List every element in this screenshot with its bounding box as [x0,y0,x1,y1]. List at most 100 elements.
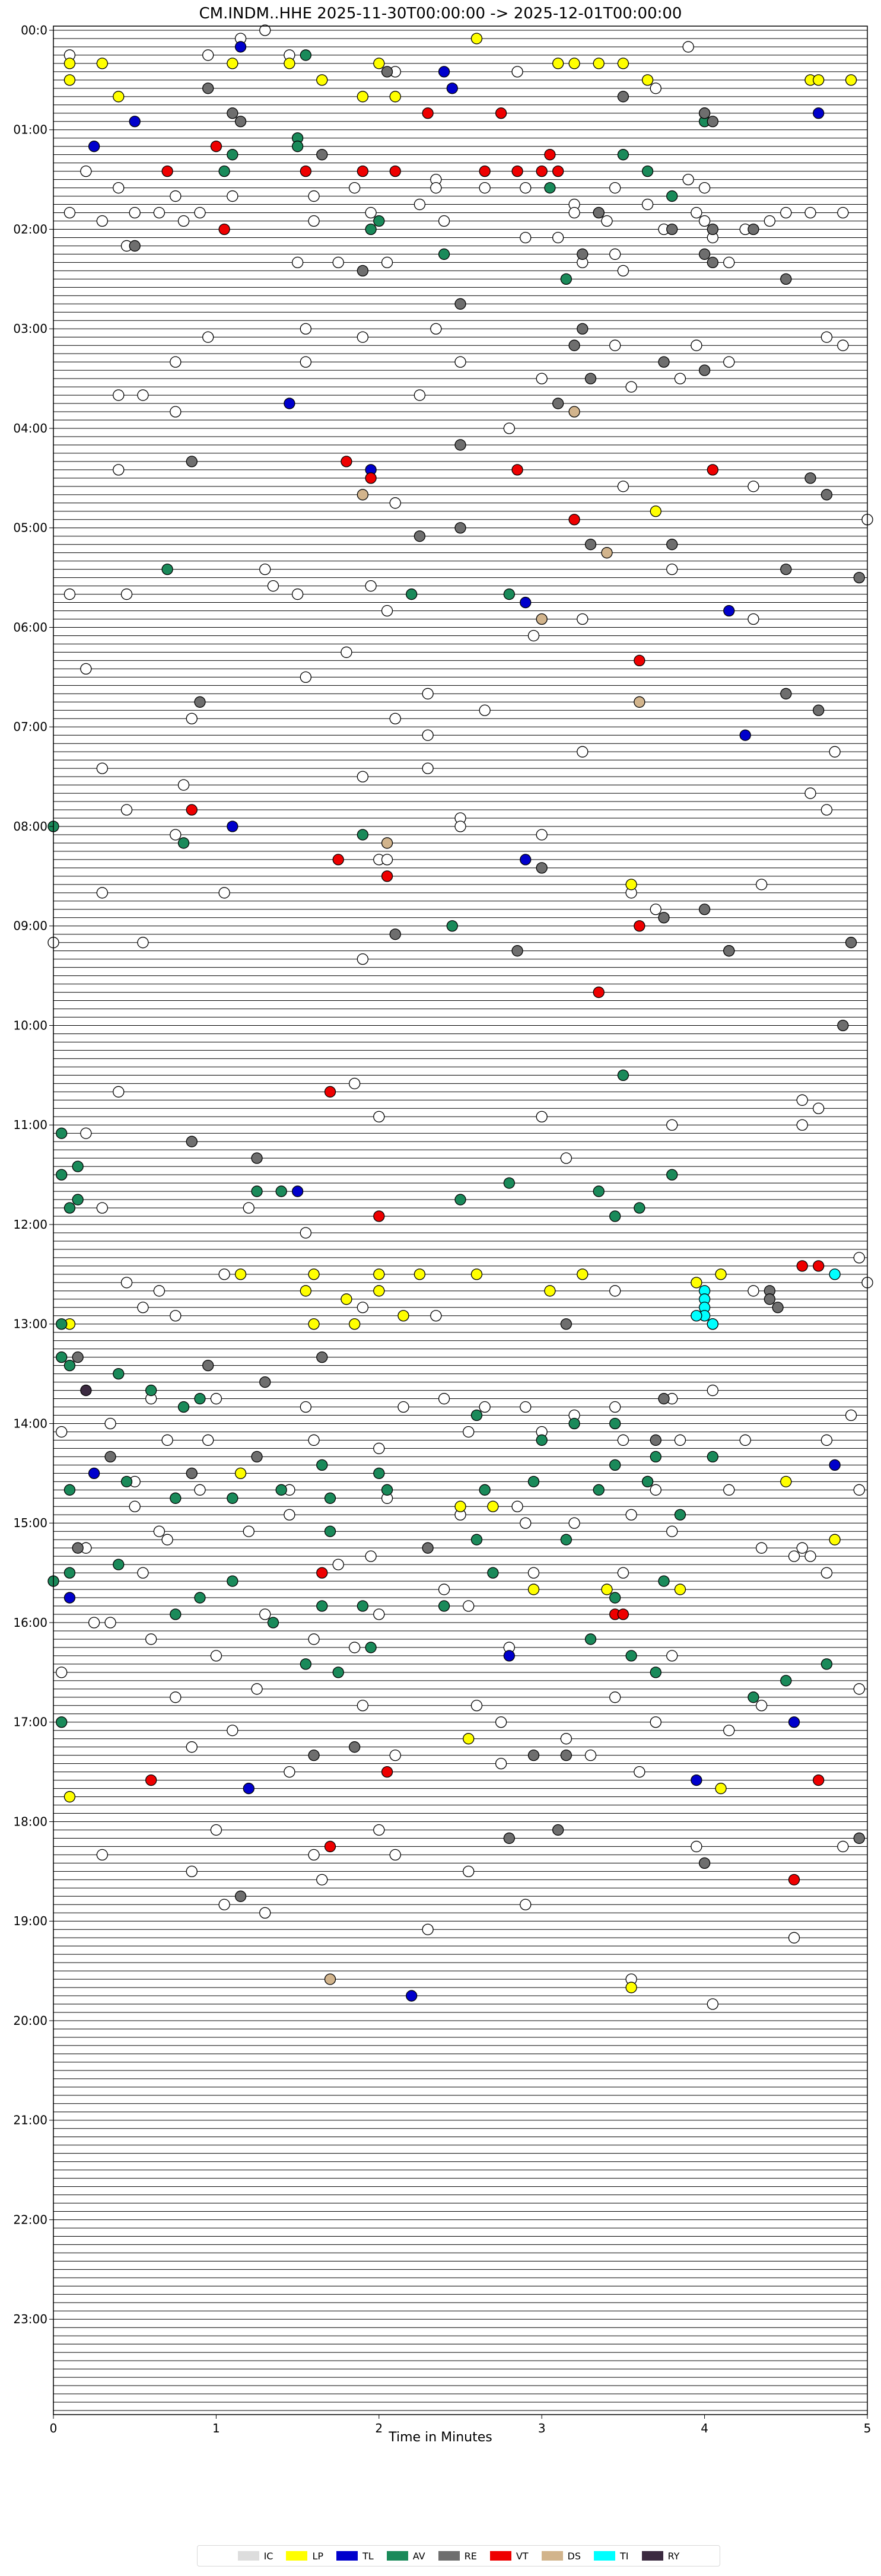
event-marker-ic [300,671,311,683]
event-marker-vt [357,165,369,177]
event-marker-ic [804,206,816,219]
event-marker-ic [584,1750,597,1761]
event-marker-vt [813,1260,825,1272]
legend-swatch [286,2551,308,2561]
event-marker-vt [634,654,645,667]
legend-swatch [594,2551,616,2561]
event-marker-ic [202,331,214,343]
event-marker-ic [845,1409,857,1421]
event-marker-ic [577,746,589,758]
event-marker-ic [291,588,304,600]
event-marker-re [422,1542,434,1554]
event-marker-av [227,149,238,161]
event-marker-re [527,1750,540,1761]
event-marker-ic [227,190,238,202]
event-marker-ic [520,182,532,194]
x-axis-ticks: 0 1 2 3 4 5 [50,2415,872,2435]
y-axis-ticks: 00:0 01:00 02:00 03:00 04:00 05:00 06:00 07:00 0… [13,23,53,2326]
y-tick-label: 04:00 [13,421,47,435]
event-marker-ic [796,1542,808,1554]
event-marker-ic [625,1509,637,1521]
legend-item-lp: LP [286,2550,323,2562]
event-marker-ic [666,1650,678,1662]
x-tick-label: 5 [864,2421,872,2435]
event-marker-ic [308,190,320,202]
event-marker-lp [715,1782,727,1795]
event-marker-av [674,1509,686,1521]
event-marker-ic [414,389,426,401]
x-tick-label: 0 [50,2421,58,2435]
event-marker-ic [194,1484,206,1496]
legend-label: IC [263,2550,273,2562]
event-marker-ic [650,1716,661,1728]
event-marker-av [381,1484,393,1496]
event-marker-ic [389,1849,401,1861]
event-marker-ic [764,215,776,227]
y-tick-label: 13:00 [13,1317,47,1331]
event-marker-vt [145,1774,157,1786]
event-marker-ic [755,1700,768,1712]
y-tick-label: 18:00 [13,1814,47,1828]
event-marker-tl [129,116,141,128]
y-tick-label: 09:00 [13,919,47,933]
plot-frame [53,26,868,2415]
event-marker-av [267,1617,279,1629]
event-marker-re [804,472,816,484]
event-marker-tl [723,605,735,617]
event-marker-re [454,439,466,451]
event-marker-ic [218,1898,230,1910]
event-marker-ic [104,1417,116,1430]
y-tick-label: 01:00 [13,123,47,137]
event-marker-ic [373,1442,385,1455]
event-marker-lp [63,58,76,69]
y-tick-label: 16:00 [13,1615,47,1630]
event-marker-ic [284,1509,295,1521]
event-marker-ic [129,1500,141,1512]
event-marker-lp [284,58,295,69]
event-marker-ic [650,1484,661,1496]
event-marker-ic [755,879,768,891]
event-marker-ic [650,82,661,94]
event-marker-ic [381,605,393,617]
event-marker-av [641,1475,654,1487]
event-marker-re [707,223,718,236]
event-marker-av [560,1534,573,1545]
event-marker-ic [739,1434,751,1446]
event-marker-ic [120,804,133,816]
event-marker-lp [544,1285,556,1297]
event-marker-ic [381,256,393,269]
event-marker-re [381,66,393,78]
y-tick-label: 21:00 [13,2113,47,2127]
event-marker-ic [63,206,76,219]
event-marker-ic [527,1567,540,1579]
legend-item-ic: IC [237,2550,273,2562]
event-marker-ic [80,663,92,675]
event-marker-av [300,1658,311,1670]
event-marker-ic [511,1500,523,1512]
event-marker-av [609,1210,621,1222]
event-marker-ic [609,1691,621,1703]
event-marker-av [617,149,629,161]
event-marker-vt [186,804,198,816]
event-marker-ic [316,1874,328,1885]
event-marker-ic [308,1633,320,1645]
event-marker-ic [650,904,661,915]
event-marker-ry [80,1384,92,1397]
event-marker-re [698,364,711,376]
event-marker-lp [373,1268,385,1280]
event-marker-av [625,1650,637,1662]
event-marker-ic [609,1285,621,1297]
event-marker-vt [511,464,523,476]
event-marker-av [454,1194,466,1206]
legend: IC LP TL AV RE VT DS TI RY [197,2545,720,2567]
event-marker-ic [813,1102,825,1114]
event-marker-re [698,904,711,915]
event-marker-tl [284,397,295,409]
legend-label: TL [362,2550,374,2562]
event-marker-re [666,539,678,551]
event-marker-ic [129,206,141,219]
event-marker-av [609,1417,621,1430]
y-tick-label: 00:0 [21,23,47,37]
event-marker-re [698,107,711,119]
event-marker-ds [381,837,393,849]
